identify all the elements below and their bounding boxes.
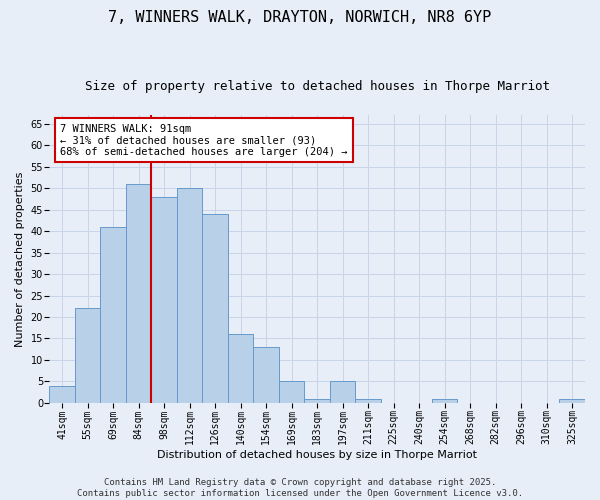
Bar bbox=[304, 398, 330, 403]
Y-axis label: Number of detached properties: Number of detached properties bbox=[15, 172, 25, 346]
Bar bbox=[355, 398, 381, 403]
Bar bbox=[177, 188, 202, 403]
Bar bbox=[100, 226, 126, 403]
Text: 7, WINNERS WALK, DRAYTON, NORWICH, NR8 6YP: 7, WINNERS WALK, DRAYTON, NORWICH, NR8 6… bbox=[109, 10, 491, 25]
Bar bbox=[279, 382, 304, 403]
Bar bbox=[559, 398, 585, 403]
Bar bbox=[202, 214, 228, 403]
X-axis label: Distribution of detached houses by size in Thorpe Marriot: Distribution of detached houses by size … bbox=[157, 450, 477, 460]
Bar bbox=[228, 334, 253, 403]
Text: 7 WINNERS WALK: 91sqm
← 31% of detached houses are smaller (93)
68% of semi-deta: 7 WINNERS WALK: 91sqm ← 31% of detached … bbox=[60, 124, 347, 157]
Bar bbox=[253, 347, 279, 403]
Bar bbox=[151, 196, 177, 403]
Bar bbox=[75, 308, 100, 403]
Title: Size of property relative to detached houses in Thorpe Marriot: Size of property relative to detached ho… bbox=[85, 80, 550, 93]
Bar bbox=[49, 386, 75, 403]
Bar bbox=[126, 184, 151, 403]
Bar bbox=[330, 382, 355, 403]
Text: Contains HM Land Registry data © Crown copyright and database right 2025.
Contai: Contains HM Land Registry data © Crown c… bbox=[77, 478, 523, 498]
Bar bbox=[432, 398, 457, 403]
